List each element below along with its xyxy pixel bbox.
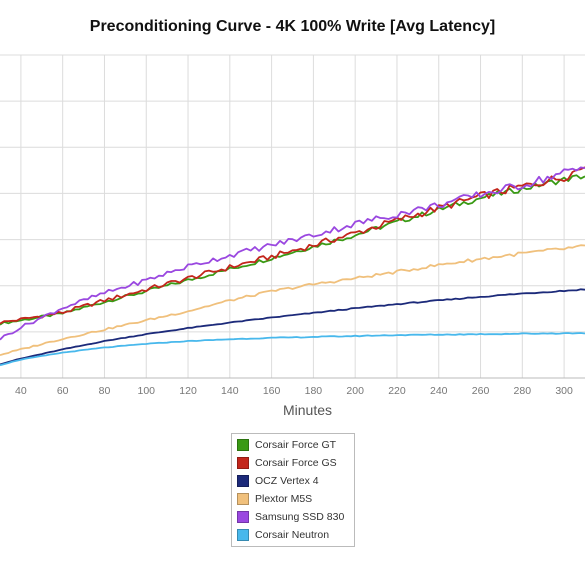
x-tick-label: 300 bbox=[555, 385, 573, 397]
x-tick-label: 100 bbox=[137, 385, 155, 397]
x-tick-label: 140 bbox=[221, 385, 239, 397]
legend-label: Samsung SSD 830 bbox=[255, 511, 345, 523]
legend-swatch bbox=[237, 529, 249, 541]
legend-label: Corsair Force GS bbox=[255, 457, 337, 469]
legend-swatch bbox=[237, 511, 249, 523]
series-line-plextor-m5s bbox=[0, 244, 585, 357]
x-tick-label: 280 bbox=[514, 385, 532, 397]
legend-item: Corsair Force GS bbox=[237, 454, 349, 472]
x-tick-label: 60 bbox=[57, 385, 69, 397]
series-line-samsung-ssd-830 bbox=[0, 166, 585, 341]
legend-label: Corsair Force GT bbox=[255, 439, 337, 451]
legend-item: Corsair Force GT bbox=[237, 436, 349, 454]
legend-item: Corsair Neutron bbox=[237, 526, 349, 544]
x-axis-label: Minutes bbox=[282, 402, 333, 418]
legend-label: Plextor M5S bbox=[255, 493, 313, 505]
legend-item: Samsung SSD 830 bbox=[237, 508, 349, 526]
legend-swatch bbox=[237, 475, 249, 487]
series-line-corsair-neutron bbox=[0, 332, 585, 367]
legend-swatch bbox=[237, 493, 249, 505]
legend-item: OCZ Vertex 4 bbox=[237, 472, 349, 490]
x-tick-label: 160 bbox=[263, 385, 281, 397]
legend: Corsair Force GT Corsair Force GS OCZ Vert… bbox=[231, 433, 355, 547]
series-line-corsair-force-gs bbox=[0, 166, 585, 325]
x-tick-label: 220 bbox=[388, 385, 406, 397]
grid-lines bbox=[0, 54, 585, 378]
legend-swatch bbox=[237, 439, 249, 451]
legend-label: Corsair Neutron bbox=[255, 529, 330, 541]
x-axis: 40 60 80 100 120 140 160 180 200 220 240 260 280 300 bbox=[0, 377, 585, 397]
x-tick-label: 80 bbox=[99, 385, 111, 397]
chart-title: Preconditioning Curve - 4K 100% Write [A… bbox=[89, 18, 496, 35]
series-line-ocz-vertex-4 bbox=[0, 288, 585, 366]
x-tick-label: 200 bbox=[346, 385, 364, 397]
legend-label: OCZ Vertex 4 bbox=[255, 475, 319, 487]
x-tick-label: 180 bbox=[305, 385, 323, 397]
series-lines bbox=[0, 166, 585, 367]
x-tick-label: 260 bbox=[472, 385, 490, 397]
legend-swatch bbox=[237, 457, 249, 469]
x-tick-label: 120 bbox=[179, 385, 197, 397]
x-tick-label: 240 bbox=[430, 385, 448, 397]
legend-item: Plextor M5S bbox=[237, 490, 349, 508]
x-tick-label: 40 bbox=[15, 385, 27, 397]
